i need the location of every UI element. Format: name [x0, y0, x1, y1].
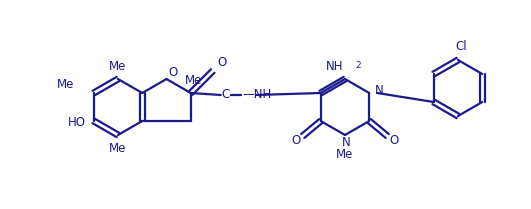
Text: NH: NH [326, 60, 343, 73]
Text: Me: Me [109, 141, 127, 154]
Text: Cl: Cl [455, 41, 467, 54]
Text: O: O [218, 56, 227, 70]
Text: N: N [341, 135, 350, 149]
Text: HO: HO [68, 116, 85, 130]
Text: O: O [390, 134, 399, 147]
Text: Me: Me [185, 74, 202, 87]
Text: Me: Me [336, 149, 354, 162]
Text: Me: Me [109, 60, 127, 74]
Text: N: N [375, 84, 384, 98]
Text: C: C [221, 88, 230, 102]
Text: O: O [168, 65, 178, 79]
Text: 2: 2 [355, 61, 361, 70]
Text: O: O [291, 134, 301, 147]
Text: —NH: —NH [243, 88, 272, 102]
Text: Me: Me [56, 79, 74, 92]
